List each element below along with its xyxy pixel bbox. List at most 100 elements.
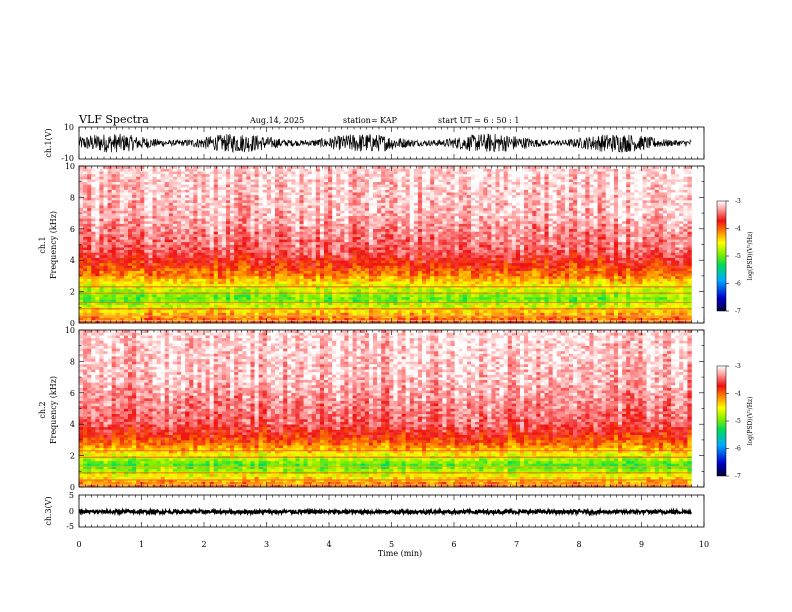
spectrogram-cell — [99, 278, 104, 282]
spectrogram-cell — [381, 173, 386, 177]
spectrogram-cell — [360, 260, 366, 264]
spectrogram-cell — [258, 200, 264, 203]
spectrogram-cell — [103, 252, 108, 256]
spectrogram-cell — [291, 288, 296, 292]
spectrogram-cell — [352, 320, 357, 324]
spectrogram-cell — [266, 252, 272, 256]
spectrogram-cell — [193, 200, 198, 203]
spectrogram-cell — [83, 247, 88, 251]
spectrogram-cell — [189, 194, 194, 198]
spectrogram-cell — [385, 236, 390, 240]
spectrogram-cell — [230, 315, 235, 319]
spectrogram-cell — [258, 286, 264, 290]
spectrogram-cell — [344, 278, 349, 282]
spectrogram-cell — [189, 283, 194, 287]
spectrogram-cell — [385, 320, 390, 324]
spectrogram-cell — [156, 213, 161, 217]
spectrogram-cell — [377, 186, 382, 190]
spectrogram-cell — [303, 283, 308, 287]
spectrogram-cell — [397, 179, 402, 182]
spectrogram-cell — [160, 166, 166, 169]
spectrogram-cell — [164, 228, 170, 232]
spectrogram-cell — [246, 299, 251, 303]
spectrogram-cell — [348, 166, 353, 169]
spectrogram-cell — [156, 309, 161, 313]
spectrogram-cell — [385, 254, 390, 258]
spectrogram-cell — [393, 207, 398, 211]
spectrogram-cell — [250, 244, 255, 248]
spectrogram-cell — [270, 239, 276, 243]
spectrogram-cell — [254, 304, 259, 308]
spectrogram-cell — [172, 202, 178, 206]
spectrogram-cell — [311, 265, 317, 269]
spectrogram-cell — [168, 260, 174, 264]
spectrogram-cell — [221, 278, 227, 282]
spectrogram-cell — [217, 257, 223, 261]
spectrogram-cell — [315, 192, 321, 196]
spectrogram-cell — [185, 302, 190, 305]
spectrogram-cell — [262, 283, 268, 287]
spectrogram-cell — [348, 254, 353, 258]
spectrogram-cell — [283, 249, 288, 253]
spectrogram-cell — [107, 283, 112, 287]
ch1-waveform-ticks — [78, 127, 705, 159]
spectrogram-cell — [213, 254, 219, 258]
spectrogram-cell — [164, 168, 170, 172]
spectrogram-cell — [368, 317, 374, 321]
spectrogram-cell — [177, 244, 182, 248]
spectrogram-cell — [307, 189, 313, 193]
spectrogram-cell — [221, 234, 227, 237]
spectrogram-cell — [266, 231, 272, 235]
spectrogram-cell — [201, 299, 206, 303]
spectrogram-cell — [328, 252, 333, 256]
spectrogram-cell — [275, 299, 280, 303]
spectrogram-cell — [128, 197, 133, 201]
spectrogram-cell — [99, 309, 104, 313]
spectrogram-cell — [209, 278, 215, 282]
spectrogram-cell — [246, 315, 251, 319]
spectrogram-cell — [311, 317, 317, 321]
spectrogram-cell — [344, 171, 349, 175]
spectrogram-cell — [193, 241, 198, 245]
spectrogram-cell — [393, 181, 398, 185]
spectrogram-cell — [197, 312, 202, 316]
spectrogram-cell — [144, 304, 149, 308]
spectrogram-cell — [328, 202, 333, 206]
spectrogram-cell — [250, 197, 255, 201]
spectrogram-cell — [152, 194, 157, 198]
spectrogram-cell — [270, 205, 276, 209]
spectrogram-cell — [185, 260, 190, 264]
spectrogram-cell — [254, 231, 259, 235]
spectrogram-cell — [132, 181, 137, 185]
spectrogram-cell — [152, 247, 157, 251]
spectrogram-cell — [266, 210, 272, 214]
spectrogram-cell — [103, 200, 108, 203]
spectrogram-cell — [201, 265, 206, 269]
spectrogram-cell — [95, 228, 100, 232]
spectrogram-cell — [364, 241, 370, 245]
spectrogram-cell — [193, 262, 198, 266]
spectrogram-cell — [132, 173, 137, 177]
spectrogram-cell — [79, 320, 84, 324]
spectrogram-cell — [91, 173, 96, 177]
spectrogram-cell — [352, 239, 357, 243]
spectrogram-cell — [352, 184, 357, 188]
spectrogram-cell — [324, 220, 329, 224]
spectrogram-cell — [193, 320, 198, 324]
spectrogram-cell — [172, 234, 178, 237]
spectrogram-cell — [368, 215, 374, 219]
spectrogram-cell — [132, 281, 137, 285]
spectrogram-cell — [103, 210, 108, 214]
spectrogram-cell — [168, 207, 174, 211]
spectrogram-cell — [91, 302, 96, 305]
spectrogram-cell — [119, 210, 125, 214]
spectrogram-cell — [181, 268, 186, 271]
spectrogram-cell — [226, 299, 231, 303]
spectrogram-cell — [111, 171, 117, 175]
spectrogram-cell — [103, 257, 108, 261]
spectrogram-cell — [270, 283, 276, 287]
spectrogram-cell — [152, 215, 157, 219]
spectrogram-cell — [287, 273, 292, 277]
spectrogram-cell — [401, 281, 406, 285]
spectrogram-cell — [226, 215, 231, 219]
